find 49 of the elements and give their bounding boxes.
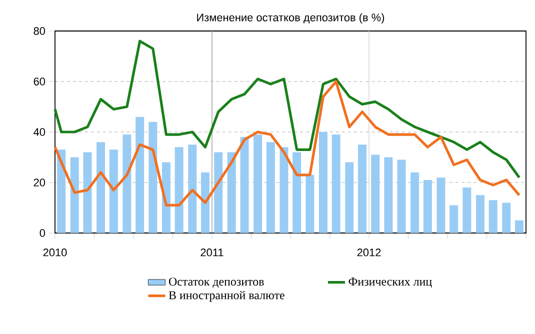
bar xyxy=(318,132,328,233)
bar xyxy=(450,205,458,233)
bar xyxy=(83,152,92,233)
bar xyxy=(423,180,432,233)
line-series xyxy=(54,40,521,179)
bar xyxy=(502,202,511,233)
bar xyxy=(148,122,158,233)
legend-label: В иностранной валюте xyxy=(168,290,284,302)
bar xyxy=(214,152,223,233)
bar xyxy=(358,144,366,233)
bar xyxy=(384,157,393,233)
bar xyxy=(109,150,118,233)
bar xyxy=(162,162,170,233)
bar xyxy=(201,172,210,233)
y-tick-label: 20 xyxy=(34,178,46,186)
bar xyxy=(436,177,446,233)
bar xyxy=(227,152,236,233)
chart-title: Изменение остатков депозитов (в %) xyxy=(197,13,384,24)
bar xyxy=(410,172,420,233)
bar xyxy=(254,134,262,233)
bar xyxy=(240,137,249,233)
bar xyxy=(292,152,302,233)
bar xyxy=(174,147,184,233)
bar xyxy=(515,220,524,233)
y-tick-label: 40 xyxy=(34,128,46,136)
x-tick-label: 2010 xyxy=(43,248,67,256)
x-tick-label: 2011 xyxy=(200,248,224,256)
bar xyxy=(122,134,132,233)
bar xyxy=(371,154,380,233)
bar xyxy=(332,134,340,233)
bar xyxy=(488,200,498,233)
y-tick-label: 60 xyxy=(34,78,46,86)
bar xyxy=(462,188,472,233)
bar xyxy=(188,144,197,233)
bar xyxy=(96,142,106,233)
y-tick-label: 80 xyxy=(34,27,46,35)
bar xyxy=(306,174,314,233)
y-tick-label: 0 xyxy=(40,229,46,237)
bar xyxy=(280,147,288,233)
bar xyxy=(345,162,354,233)
bar xyxy=(266,142,275,233)
bar xyxy=(397,160,406,233)
bar xyxy=(476,195,484,233)
legend-label: Физических лиц xyxy=(348,278,432,288)
legend-label: Остаток депозитов xyxy=(168,278,264,288)
bar xyxy=(57,150,66,233)
bar xyxy=(70,157,79,233)
x-tick-label: 2012 xyxy=(357,248,381,256)
bar xyxy=(136,116,144,233)
